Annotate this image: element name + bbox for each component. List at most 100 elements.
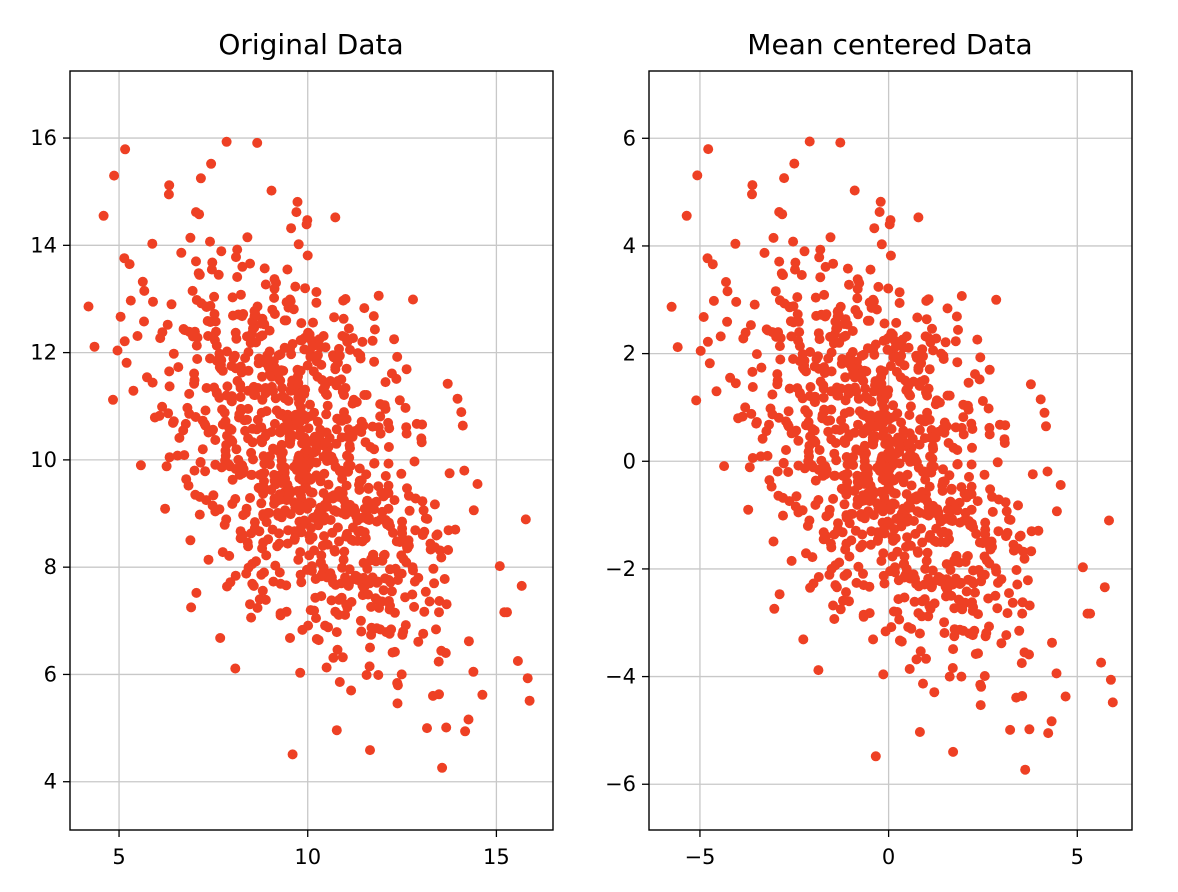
- left-data-point: [222, 381, 233, 392]
- right-data-point: [899, 558, 910, 569]
- left-data-point: [269, 469, 280, 480]
- right-data-point: [831, 323, 842, 334]
- left-data-point: [337, 562, 348, 573]
- right-data-point: [844, 406, 855, 417]
- left-data-point: [442, 378, 453, 389]
- right-data-point: [899, 592, 910, 603]
- left-data-point: [283, 302, 294, 313]
- right-data-point: [921, 387, 931, 398]
- left-data-point: [367, 335, 378, 346]
- left-data-point: [295, 547, 306, 558]
- right-data-point: [980, 517, 991, 528]
- left-data-point: [356, 475, 367, 486]
- right-data-point: [805, 347, 816, 357]
- right-data-point: [920, 331, 931, 342]
- right-data-point: [919, 375, 930, 385]
- left-data-point: [422, 513, 433, 524]
- left-data-point: [195, 457, 206, 468]
- right-data-point: [820, 461, 831, 472]
- left-data-point: [290, 281, 301, 292]
- right-data-point: [802, 408, 813, 419]
- left-data-point: [334, 536, 344, 547]
- right-data-point: [783, 421, 794, 432]
- right-data-point: [981, 628, 992, 638]
- left-data-point: [429, 542, 440, 553]
- left-data-point: [238, 510, 249, 521]
- left-data-point: [323, 479, 334, 490]
- right-data-point: [944, 534, 954, 545]
- right-data-point: [933, 507, 944, 518]
- left-data-point: [392, 351, 403, 362]
- left-data-point: [331, 506, 342, 517]
- left-data-point: [252, 414, 263, 425]
- left-data-point: [215, 633, 226, 643]
- left-data-point: [317, 540, 328, 551]
- right-data-point: [972, 496, 983, 507]
- left-data-point: [378, 585, 389, 596]
- left-data-point: [227, 498, 238, 509]
- left-data-point: [297, 624, 308, 635]
- right-data-point: [730, 238, 741, 249]
- right-data-point: [770, 286, 781, 297]
- left-data-point: [340, 609, 351, 620]
- left-data-point: [321, 662, 332, 673]
- right-data-point: [844, 279, 854, 290]
- left-data-point: [160, 503, 171, 514]
- right-data-point: [894, 512, 905, 523]
- left-data-point: [226, 391, 237, 402]
- right-data-point: [722, 286, 733, 297]
- left-data-point: [277, 424, 288, 435]
- right-data-point: [721, 277, 731, 287]
- right-data-point: [815, 244, 826, 255]
- right-data-point: [850, 305, 861, 315]
- right-data-point: [876, 555, 887, 566]
- left-data-point: [234, 409, 245, 420]
- left-data-point: [416, 433, 427, 444]
- left-data-point: [359, 303, 370, 314]
- right-data-point: [856, 368, 867, 378]
- left-data-point: [277, 383, 288, 393]
- left-data-point: [249, 306, 260, 317]
- right-data-point: [925, 530, 936, 540]
- right-data-point: [859, 440, 870, 451]
- right-xtick-label: −5: [684, 845, 715, 869]
- left-data-point: [326, 491, 337, 502]
- right-data-point: [958, 625, 969, 636]
- right-points: [666, 136, 1118, 775]
- right-data-point: [970, 369, 980, 380]
- right-data-point: [765, 403, 776, 414]
- right-data-point: [801, 548, 811, 559]
- left-data-point: [522, 673, 533, 684]
- left-data-point: [336, 432, 347, 443]
- left-scatter-panel: Original Data 5 10 15 4 6 8 10 12 14 16: [30, 28, 554, 869]
- left-data-point: [191, 340, 202, 351]
- left-data-point: [188, 331, 198, 342]
- right-data-point: [1096, 657, 1107, 668]
- right-data-point: [882, 344, 893, 355]
- right-chart-title: Mean centered Data: [747, 28, 1032, 61]
- left-data-point: [364, 578, 375, 589]
- right-data-point: [909, 596, 920, 607]
- right-data-point: [917, 344, 928, 355]
- right-data-point: [772, 466, 783, 477]
- left-data-point: [342, 528, 352, 539]
- right-data-point: [778, 510, 788, 521]
- right-data-point: [862, 463, 873, 474]
- left-data-point: [207, 500, 218, 511]
- left-data-point: [494, 561, 505, 572]
- right-data-point: [1017, 608, 1028, 619]
- left-data-point: [270, 393, 281, 404]
- left-data-point: [433, 656, 444, 667]
- left-data-point: [257, 543, 268, 554]
- left-data-point: [337, 331, 348, 341]
- left-data-point: [185, 232, 196, 243]
- left-data-point: [371, 516, 382, 527]
- left-data-point: [137, 276, 148, 287]
- left-data-point: [221, 136, 232, 147]
- left-data-point: [319, 468, 330, 479]
- left-data-point: [209, 309, 220, 319]
- left-data-point: [120, 144, 131, 155]
- right-data-point: [903, 381, 914, 392]
- right-data-point: [910, 528, 921, 539]
- left-data-point: [468, 505, 479, 516]
